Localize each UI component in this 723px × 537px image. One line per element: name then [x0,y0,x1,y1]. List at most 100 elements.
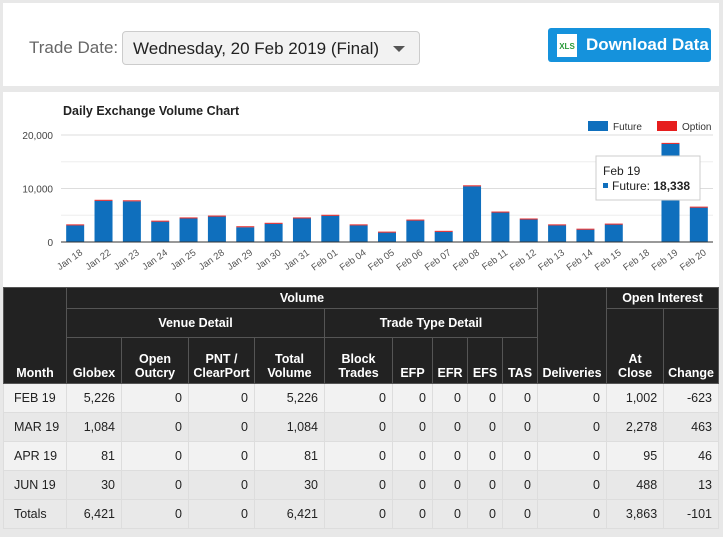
table-cell: 0 [467,441,503,471]
table-cell: 0 [392,412,433,442]
x-tick-label: Feb 01 [309,247,340,273]
table-cell: 0 [324,470,393,500]
bar-option [406,219,425,221]
bar-future [122,201,141,242]
x-tick-label: Jan 24 [140,247,170,272]
x-tick-label: Feb 19 [650,247,681,273]
table-cell: JUN 19 [3,470,67,500]
col-efp: EFP [392,337,433,384]
table-cell: 0 [537,470,607,500]
x-tick-label: Jan 28 [197,247,227,272]
x-tick-label: Jan 29 [225,247,255,272]
table-cell: 0 [324,412,393,442]
bar-future [548,225,567,242]
table-cell: MAR 19 [3,412,67,442]
bar-option [66,224,85,226]
table-cell: 30 [254,470,325,500]
bar-option [349,224,368,226]
download-data-button[interactable]: XLS Download Data [548,28,711,62]
bar-option [491,211,510,213]
bar-future [576,229,595,242]
bar-option [321,214,340,216]
x-tick-label: Feb 11 [480,247,510,273]
chevron-down-icon [393,46,405,52]
table-cell: 0 [432,470,468,500]
legend-option: Option [682,122,711,133]
table-cell: 95 [605,441,665,471]
trade-date-value: Wednesday, 20 Feb 2019 (Final) [133,39,380,58]
table-cell: 5,226 [254,383,325,413]
tooltip-label: Future: [612,179,653,193]
table-cell: 13 [663,470,719,500]
col-change: Change [663,308,719,384]
table-row: FEB 19 5,226 0 0 5,226 0 0 0 0 0 0 1,002 -623 [3,383,719,413]
table-cell: 0 [392,441,433,471]
tooltip-title: Feb 19 [603,164,641,178]
table-cell: 1,002 [605,383,665,413]
y-tick-label: 0 [47,238,53,249]
col-venue-detail: Venue Detail [66,308,325,338]
bar-future [151,221,170,242]
bar-future [491,212,510,242]
bar-future [66,225,85,242]
x-tick-label: Jan 25 [169,247,199,272]
table-cell: 0 [537,412,607,442]
col-efr: EFR [432,337,468,384]
bar-option [548,224,567,226]
table-cell: 30 [66,470,122,500]
bar-option [689,206,708,208]
bar-future [94,200,113,242]
table-cell: APR 19 [3,441,67,471]
col-pnt-clearport: PNT / ClearPort [188,337,255,384]
table-cell: 0 [467,470,503,500]
table-cell: 0 [537,499,607,529]
bar-future [292,218,311,242]
x-tick-label: Feb 07 [423,247,454,273]
x-tick-label: Jan 30 [254,247,284,272]
table-cell: 0 [502,412,538,442]
col-total-volume: Total Volume [254,337,325,384]
x-tick-label: Feb 08 [451,247,482,273]
bar-future [321,215,340,242]
tooltip-value: 18,338 [653,179,690,193]
col-open-outcry: Open Outcry [121,337,189,384]
chart-title: Daily Exchange Volume Chart [63,104,240,118]
download-label: Download Data [586,35,709,54]
table-cell: 0 [121,470,189,500]
table-cell: 0 [121,412,189,442]
x-tick-label: Feb 13 [536,247,567,273]
table-cell: 6,421 [254,499,325,529]
table-cell: 81 [254,441,325,471]
bar-future [406,220,425,242]
bar-future [349,225,368,242]
bar-future [604,224,623,242]
table-row: JUN 19 30 0 0 30 0 0 0 0 0 0 488 13 [3,470,719,500]
bar-option [604,223,623,225]
table-cell: 81 [66,441,122,471]
table-cell: 0 [324,499,393,529]
bar-option [151,220,170,222]
bar-future [519,219,538,242]
table-cell: 0 [188,383,255,413]
totals-row: Totals 6,421 0 0 6,421 0 0 0 0 0 0 3,863 -101 [3,499,719,529]
col-volume: Volume [66,287,538,309]
bar-option [434,230,453,232]
trade-date-select[interactable]: Wednesday, 20 Feb 2019 (Final) [122,31,420,65]
table-cell: 0 [432,441,468,471]
bar-option [179,217,198,219]
table-cell: 0 [188,412,255,442]
bar-future [463,186,482,242]
x-tick-label: Feb 06 [395,247,426,273]
bar-future [179,218,198,242]
table-cell: 5,226 [66,383,122,413]
bar-future [378,232,396,242]
y-tick-label: 10,000 [22,185,53,196]
x-tick-label: Jan 31 [282,247,312,272]
table-cell: 6,421 [66,499,122,529]
x-tick-label: Feb 12 [508,247,539,273]
table-cell: 0 [502,441,538,471]
table-cell: 0 [392,470,433,500]
bar-option [236,226,255,228]
legend-swatch-option [657,121,677,131]
